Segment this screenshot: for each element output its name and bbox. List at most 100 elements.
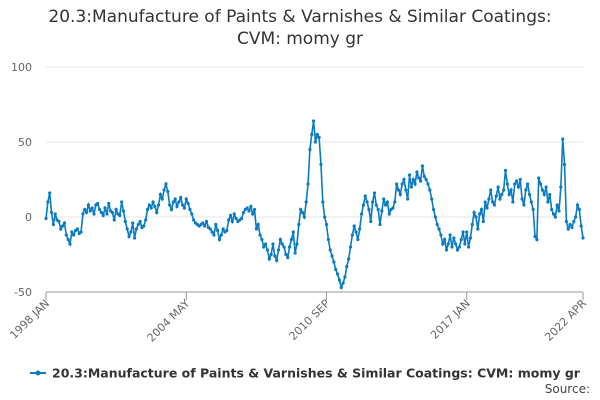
data-point [396,188,401,192]
data-point [537,176,541,180]
data-point [448,233,452,237]
data-point [385,200,389,204]
data-point [83,207,87,212]
data-point [540,188,545,192]
data-point [433,215,437,219]
data-point [518,177,522,182]
data-point [84,210,89,215]
data-point [522,203,526,207]
data-point [402,177,406,182]
data-point [173,197,177,201]
data-point [267,257,271,261]
data-point [132,236,137,240]
data-point [123,219,127,224]
data-point [542,192,546,197]
data-point [376,207,380,212]
data-point [280,242,284,246]
data-point [461,230,465,234]
data-point [192,218,196,222]
data-point [365,200,369,204]
data-point [153,204,157,209]
data-point [265,248,270,252]
data-point [182,206,187,210]
data-point [437,227,441,231]
data-point [533,234,537,239]
data-point [168,203,172,207]
data-point [210,230,214,234]
data-point [51,222,55,227]
data-point [59,227,63,231]
data-point [343,275,347,279]
data-point [538,182,543,186]
data-point [323,215,327,219]
data-point [328,248,332,252]
data-point [287,245,292,249]
data-point [575,203,580,207]
data-point [44,216,48,221]
data-point [90,206,94,210]
y-tick-label: 50 [18,136,32,149]
data-point [201,221,205,225]
data-point [529,200,533,204]
data-point [188,207,192,212]
data-point [411,177,415,182]
data-point [313,140,318,144]
data-point [184,197,188,201]
data-point [490,200,495,204]
data-point [96,201,100,206]
data-point [520,197,524,201]
data-point [564,219,568,224]
data-point [260,237,264,242]
data-point [350,233,354,237]
data-point [134,227,139,231]
data-point [212,233,216,237]
data-point [372,191,377,195]
data-point [251,212,255,216]
data-point [382,197,386,201]
data-point [509,188,513,192]
data-point [487,197,491,201]
data-point [138,219,142,224]
data-point [546,200,550,204]
data-point [430,197,434,201]
data-point [286,255,290,260]
data-point [155,210,159,215]
data-point [352,224,356,228]
data-point [70,230,74,234]
data-point [263,242,268,246]
data-point [158,192,163,197]
data-point [553,215,557,219]
data-point [219,233,223,237]
data-point [335,272,340,276]
data-point [317,135,321,140]
data-point [424,177,428,182]
data-point [186,201,190,206]
data-point [64,233,68,237]
data-point [81,212,85,216]
data-point [334,267,338,272]
data-point [341,281,345,285]
data-point [293,251,297,255]
data-point [175,204,179,209]
data-point [470,222,474,227]
data-point [474,215,478,219]
data-point [551,212,556,216]
data-point [300,210,305,215]
data-point [217,237,222,242]
legend-marker [35,370,41,376]
x-tick-label: 1998 JAN [7,297,52,342]
data-point [149,206,153,210]
data-point [393,200,397,204]
data-point [68,242,72,246]
data-point [407,173,412,177]
data-point [234,216,238,221]
data-point [505,182,509,186]
data-point [524,188,528,192]
data-point [180,203,185,207]
data-point [472,210,476,215]
data-point [127,234,131,239]
data-point [131,221,135,225]
x-tick-label: 2004 MAY [145,297,193,345]
data-point [276,248,281,252]
